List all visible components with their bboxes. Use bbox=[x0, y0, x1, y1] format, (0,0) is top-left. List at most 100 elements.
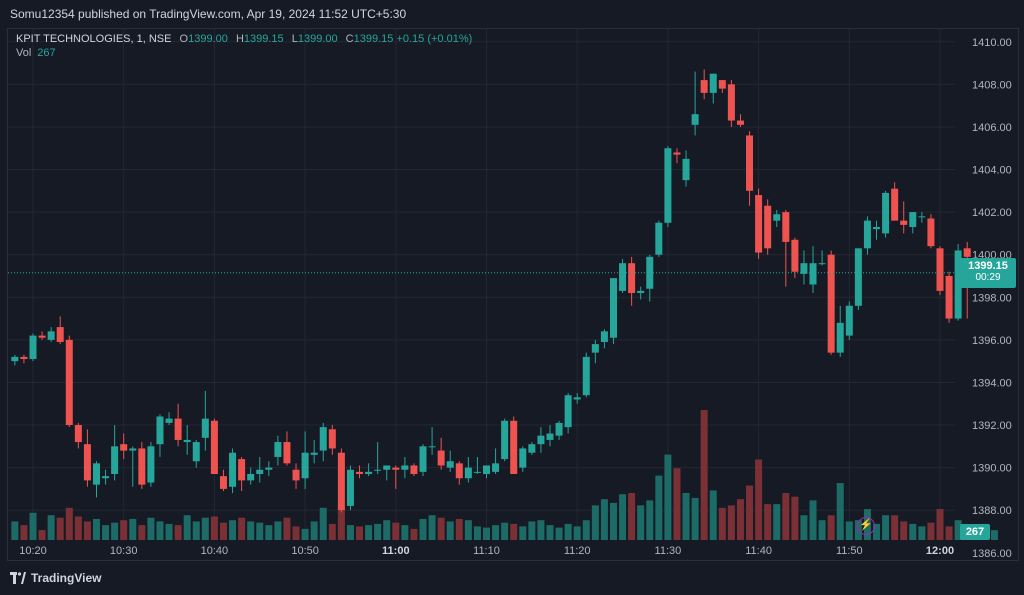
tradingview-logo[interactable]: TradingView bbox=[10, 571, 101, 585]
volume-bar bbox=[673, 468, 681, 540]
close-value: 1399.15 bbox=[353, 33, 394, 45]
candle-body bbox=[401, 465, 409, 470]
volume-bar bbox=[727, 505, 735, 540]
volume-bar bbox=[927, 522, 935, 540]
volume-bar bbox=[383, 520, 391, 540]
price-tick-label: 1404.00 bbox=[972, 165, 1012, 177]
volume-bar bbox=[809, 500, 817, 540]
volume-bar bbox=[419, 518, 427, 540]
price-tick-label: 1392.00 bbox=[972, 420, 1012, 432]
candle-body bbox=[727, 84, 735, 121]
volume-bar bbox=[410, 528, 418, 540]
candle-body bbox=[827, 254, 835, 353]
volume-bar bbox=[337, 510, 345, 540]
volume-bar bbox=[528, 521, 536, 540]
candle-body bbox=[428, 446, 436, 448]
candle-body bbox=[120, 444, 128, 451]
volume-bar bbox=[755, 459, 763, 540]
volume-bar bbox=[510, 523, 518, 540]
time-tick-label: 11:40 bbox=[745, 545, 772, 557]
volume-bar bbox=[174, 525, 182, 540]
volume-bar bbox=[392, 522, 400, 540]
candle-body bbox=[392, 467, 400, 470]
last-volume-tag: 267 bbox=[960, 524, 990, 540]
candle-body bbox=[746, 135, 754, 191]
volume-bar bbox=[519, 526, 527, 540]
candle-body bbox=[365, 471, 373, 474]
candle-body bbox=[682, 158, 690, 181]
volume-bar bbox=[38, 530, 46, 540]
candle-body bbox=[673, 152, 681, 155]
candlestick-chart[interactable]: 1410.001408.001406.001404.001402.001400.… bbox=[0, 0, 1024, 565]
time-axis: 10:20 10:30 10:40 10:50 11:00 11:10 11:20 11:30… bbox=[19, 545, 954, 557]
volume-bar bbox=[891, 515, 899, 540]
volume-bar bbox=[29, 512, 37, 540]
candle-body bbox=[709, 73, 717, 93]
volume-bar bbox=[301, 528, 309, 540]
volume-bar bbox=[183, 515, 191, 540]
volume-bar bbox=[537, 520, 545, 540]
candle-body bbox=[945, 275, 953, 319]
candle-body bbox=[873, 227, 881, 230]
candle-body bbox=[337, 452, 345, 511]
time-tick-label: 11:30 bbox=[655, 545, 682, 557]
candle-body bbox=[483, 465, 490, 474]
candle-body bbox=[564, 395, 572, 428]
candle-body bbox=[219, 476, 227, 489]
volume-bar bbox=[238, 517, 246, 540]
volume-bar bbox=[111, 522, 119, 540]
volume-bar bbox=[129, 518, 137, 540]
volume-legend: Vol 267 bbox=[16, 47, 56, 59]
candle-body bbox=[891, 188, 899, 221]
candle-body bbox=[201, 418, 209, 438]
candle-body bbox=[410, 465, 418, 474]
volume-bar bbox=[464, 520, 472, 540]
time-tick-label: 11:20 bbox=[564, 545, 591, 557]
candle-body bbox=[492, 463, 500, 472]
volume-bar bbox=[591, 505, 599, 540]
volume-bar bbox=[74, 516, 82, 540]
volume-bar bbox=[165, 523, 173, 540]
candle-body bbox=[755, 195, 763, 253]
volume-bar bbox=[655, 475, 663, 540]
volume-bar bbox=[120, 520, 128, 540]
candle-body bbox=[446, 461, 454, 468]
tradingview-brand: TradingView bbox=[31, 571, 102, 585]
volume-bar bbox=[682, 492, 690, 540]
volume-bar bbox=[11, 521, 19, 540]
volume-bar bbox=[492, 525, 500, 540]
candle-body bbox=[92, 463, 100, 485]
candle-body bbox=[573, 397, 581, 400]
price-tick-label: 1386.00 bbox=[972, 548, 1012, 560]
candle-body bbox=[102, 476, 110, 479]
tradingview-mark-icon bbox=[10, 572, 26, 584]
candle-body bbox=[501, 420, 509, 460]
lightning-icon[interactable]: ⚡ bbox=[857, 517, 875, 535]
volume-bar bbox=[990, 530, 998, 540]
volume-bar bbox=[65, 507, 73, 540]
volume-bar bbox=[56, 517, 64, 540]
candle-body bbox=[782, 212, 790, 242]
candle-body bbox=[519, 448, 527, 468]
candle-body bbox=[882, 192, 890, 234]
volume-bar bbox=[845, 521, 853, 540]
change-value: +0.15 (+0.01%) bbox=[396, 33, 473, 45]
low-value: 1399.00 bbox=[297, 33, 338, 45]
candle-body bbox=[292, 469, 300, 481]
volume-bar bbox=[882, 515, 890, 540]
bar-countdown: 00:29 bbox=[975, 272, 1001, 283]
volume-bar bbox=[664, 454, 672, 540]
candle-body bbox=[301, 452, 309, 479]
candle-body bbox=[863, 220, 871, 249]
candle-body bbox=[265, 467, 273, 470]
candle-body bbox=[74, 425, 82, 443]
volume-bar bbox=[346, 525, 354, 540]
candle-body bbox=[129, 448, 137, 451]
last-price: 1399.15 bbox=[968, 260, 1008, 272]
volume-bar bbox=[637, 505, 645, 540]
candle-body bbox=[111, 446, 119, 474]
candle-body bbox=[437, 450, 445, 466]
candle-body bbox=[464, 467, 472, 479]
candle-body bbox=[156, 416, 164, 445]
candle-body bbox=[510, 420, 518, 474]
